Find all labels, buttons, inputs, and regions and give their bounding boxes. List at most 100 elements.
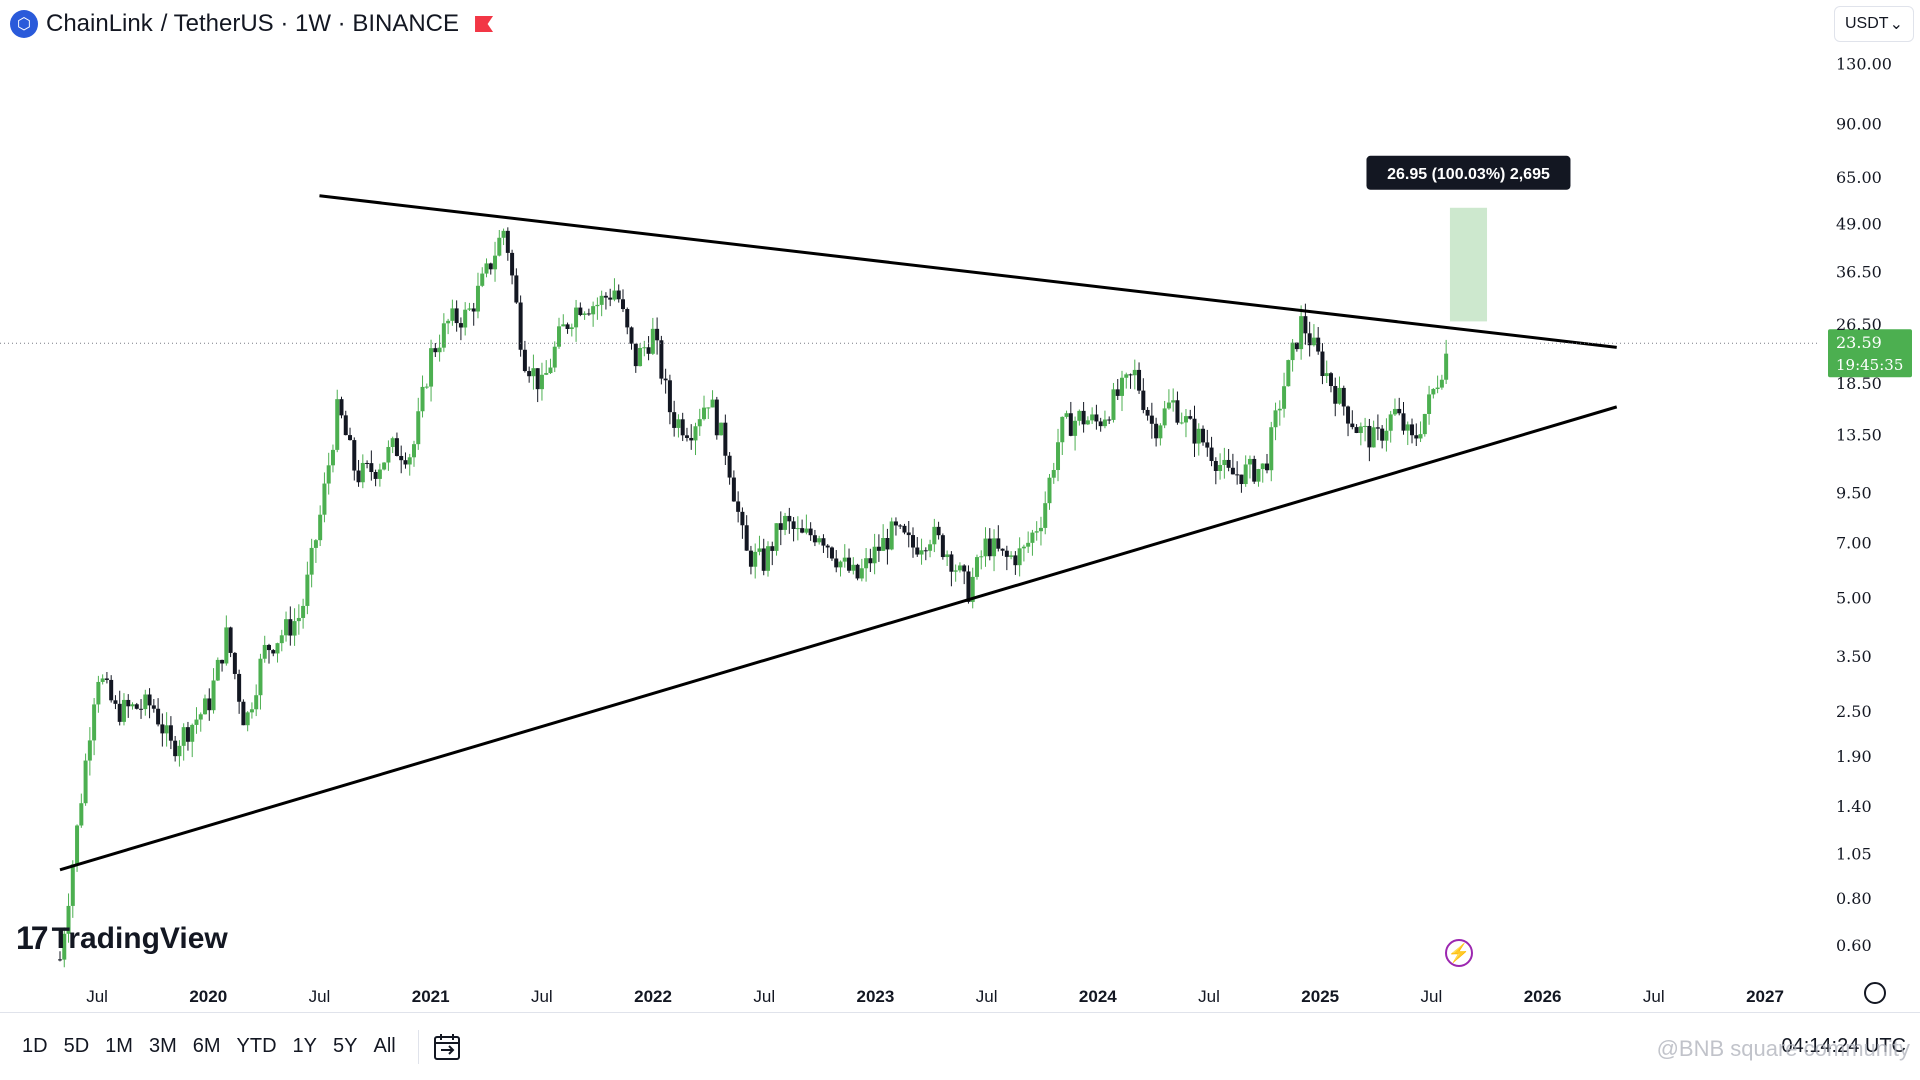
y-tick-label: 9.50 [1836, 483, 1872, 502]
candle-body [130, 704, 135, 707]
candle-body [1026, 542, 1031, 547]
candle-body [876, 546, 881, 551]
range-5y-button[interactable]: 5Y [333, 1035, 358, 1057]
flag-icon[interactable] [475, 16, 494, 32]
candle-body [1149, 415, 1154, 424]
candle-body [787, 515, 792, 522]
candle-body [582, 313, 587, 315]
candle-body [539, 374, 544, 390]
candle-body [1068, 413, 1073, 436]
chevron-down-icon: ⌄ [1889, 16, 1903, 33]
range-6m-button[interactable]: 6M [192, 1035, 221, 1057]
candle-body [527, 371, 532, 377]
candle-body [774, 523, 779, 551]
range-5d-button[interactable]: 5D [63, 1035, 90, 1057]
candle-body [1256, 469, 1261, 482]
candle-body [484, 263, 489, 274]
candle-body [1252, 458, 1257, 482]
candle-body [104, 678, 109, 680]
candle-body [599, 295, 604, 305]
candle-body [1192, 418, 1197, 444]
candle-body [1243, 464, 1248, 485]
candle-body [1282, 386, 1287, 409]
candle-body [211, 680, 216, 711]
candle-body [467, 308, 472, 310]
currency-selector[interactable]: USDT ⌄ [1834, 6, 1914, 42]
x-tick-label: 2025 [1301, 987, 1339, 1006]
x-tick-label: Jul [753, 987, 775, 1006]
range-ytd-button[interactable]: YTD [236, 1035, 277, 1057]
candle-body [1047, 477, 1052, 504]
candle-body [228, 627, 233, 653]
gear-icon[interactable] [1864, 982, 1886, 1004]
calendar-range-icon[interactable] [433, 1033, 461, 1061]
chainlink-logo-icon: ⬡ [10, 10, 38, 38]
candle-body [723, 422, 728, 456]
candle-body [1422, 413, 1427, 435]
candle-body [1218, 464, 1223, 471]
candle-body [522, 349, 527, 372]
candle-body [642, 347, 647, 349]
candle-body [301, 605, 306, 618]
chart-area[interactable]: 26.95 (100.03%) 2,695 23.59 19:45:35 130.0… [0, 0, 1920, 1012]
candle-body [821, 538, 826, 546]
candle-body [1226, 459, 1231, 468]
candle-body [458, 323, 463, 328]
candle-body [493, 255, 498, 270]
range-1d-button[interactable]: 1D [22, 1035, 48, 1057]
candle-body [271, 650, 276, 654]
candle-body [748, 550, 753, 567]
candle-body [497, 237, 502, 256]
candle-body [1363, 425, 1368, 427]
y-tick-label: 2.50 [1836, 702, 1872, 721]
candle-body [714, 399, 719, 436]
range-3m-button[interactable]: 3M [148, 1035, 177, 1057]
y-tick-label: 0.80 [1836, 889, 1872, 908]
candle-body [1038, 527, 1043, 532]
candle-body [586, 313, 591, 315]
candle-body [987, 538, 992, 557]
symbol-details: / TetherUS · 1W · BINANCE [160, 10, 460, 37]
candle-body [1273, 410, 1278, 428]
resistance-trendline [319, 194, 1617, 349]
candle-body [1107, 419, 1112, 421]
candle-body [923, 550, 928, 552]
candle-body [390, 438, 395, 447]
candle-body [633, 343, 638, 367]
candle-body [160, 724, 165, 734]
candle-body [893, 521, 898, 526]
utc-clock[interactable]: 04:14:24 UTC [1781, 1035, 1906, 1057]
symbol-header[interactable]: ⬡ ChainLink / TetherUS · 1W · BINANCE [10, 6, 494, 42]
x-tick-label: 2021 [412, 987, 450, 1006]
candle-body [1354, 427, 1359, 433]
candle-body [399, 455, 404, 461]
candle-body [1307, 333, 1312, 346]
x-tick-label: Jul [309, 987, 331, 1006]
range-1m-button[interactable]: 1M [105, 1035, 133, 1057]
lightning-icon[interactable]: ⚡ [1445, 939, 1473, 967]
candle-body [292, 621, 297, 636]
candle-body [996, 538, 1001, 549]
candle-body [437, 347, 442, 353]
x-tick-label: 2024 [1079, 987, 1117, 1006]
range-1y-button[interactable]: 1Y [292, 1035, 318, 1057]
x-tick-label: 2020 [189, 987, 227, 1006]
candle-body [305, 574, 310, 606]
x-tick-label: 2027 [1746, 987, 1784, 1006]
candle-body [433, 348, 438, 353]
candle-body [83, 760, 88, 804]
candle-body [365, 462, 370, 464]
candle-body [113, 700, 118, 704]
candle-body [1021, 546, 1026, 549]
candle-body [676, 419, 681, 428]
candle-body [1196, 428, 1201, 444]
range-all-button[interactable]: All [373, 1035, 396, 1057]
candle-body [693, 426, 698, 441]
candle-body [736, 501, 741, 512]
candle-body [770, 546, 775, 551]
candle-body [544, 373, 549, 375]
candle-body [424, 386, 429, 388]
candle-body [284, 619, 289, 636]
candle-body [684, 435, 689, 438]
candle-body [1435, 387, 1440, 390]
